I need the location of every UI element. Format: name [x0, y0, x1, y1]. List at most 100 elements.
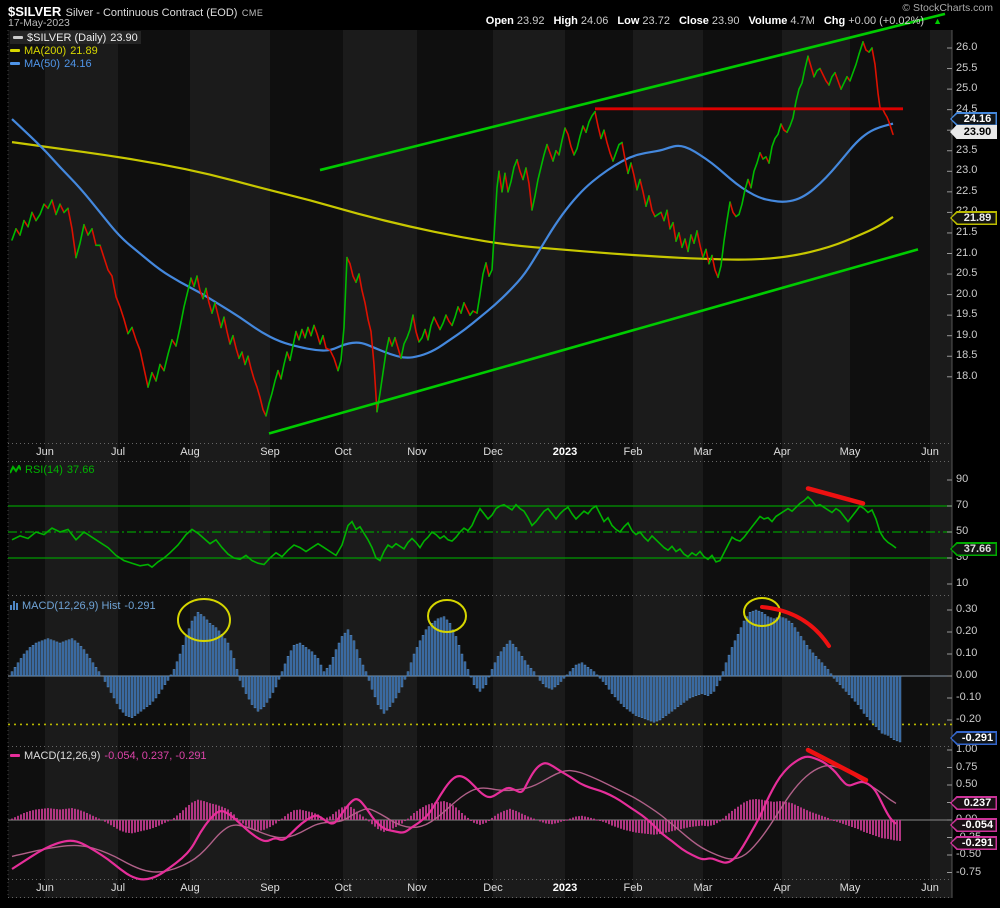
quote-bar: Open 23.92 High 24.06 Low 23.72 Close 23.90 …	[486, 15, 942, 27]
macd-panel-bar	[206, 802, 208, 820]
macd-panel-bar	[728, 813, 730, 820]
month-axis-label: 2023	[552, 446, 578, 458]
macd-panel-bar	[701, 820, 703, 826]
macd-hist-bar	[844, 675, 848, 692]
macd-panel-bar	[554, 820, 556, 824]
macd-hist-bar	[661, 675, 665, 718]
macd-hist-bar	[466, 669, 470, 677]
macd-hist-bar	[892, 675, 896, 740]
macd-panel-bar	[458, 810, 460, 820]
macd-hist-bar	[568, 671, 572, 677]
macd-panel-bar	[362, 816, 364, 820]
macd-red-trendline	[805, 747, 869, 783]
macd-panel-bar	[134, 820, 136, 833]
macd-panel-bar	[647, 820, 649, 834]
macd-hist-bar	[796, 631, 800, 677]
macd-panel-bar	[773, 801, 775, 820]
macd-hist-bar	[10, 671, 14, 677]
price-axis-label: 23.5	[956, 143, 978, 156]
macd-hist-bar	[487, 675, 491, 678]
macd-hist-bar	[148, 675, 152, 705]
axis-value-badge: 37.66	[950, 542, 997, 556]
macd-hist-bar	[421, 635, 425, 677]
macd-panel-bar	[530, 817, 532, 820]
macd-hist-bar	[868, 675, 872, 721]
macd-hist-bar	[841, 675, 845, 689]
macd-hist-bar	[889, 675, 893, 738]
macd-hist-bar	[64, 640, 68, 677]
macd-hist-bar	[667, 675, 671, 714]
macd-panel-bar	[584, 816, 586, 820]
macd-panel-bar	[635, 820, 637, 833]
macd-hist-bar	[598, 675, 602, 679]
macd-hist-bar	[703, 675, 707, 695]
macd-panel-bar	[611, 820, 613, 826]
macd-panel-bar	[188, 804, 190, 820]
month-band	[850, 30, 930, 898]
macd-panel-bar	[887, 820, 889, 839]
macd-panel-bar	[125, 820, 127, 833]
macd-hist-bar	[538, 675, 542, 681]
macd-panel-bar	[710, 820, 712, 826]
macd-hist-bar	[424, 629, 428, 677]
macd-panel-bar	[812, 812, 814, 820]
macd-hist-bar	[406, 671, 410, 677]
macd-hist-bar	[430, 623, 434, 677]
macd-hist-bar	[814, 656, 818, 677]
macd-panel-bar	[860, 820, 862, 831]
macd-panel-bar	[41, 808, 43, 820]
macd-panel-bar	[770, 801, 772, 820]
macd-hist-bar	[619, 675, 623, 704]
macd-panel-bar	[662, 820, 664, 834]
macd-panel-bar	[209, 803, 211, 820]
macd-panel-bar	[758, 799, 760, 820]
macd-hist-bar	[136, 675, 140, 714]
macd-hist-bar	[442, 616, 446, 677]
price-axis-label: 25.0	[956, 82, 978, 95]
macd-hist-bar	[262, 675, 266, 707]
macd-hist-bar	[595, 674, 599, 677]
macd-panel-bar	[197, 799, 199, 820]
macd-panel-bar	[401, 820, 403, 824]
macd-hist-bar	[634, 675, 638, 716]
macd-hist-bar	[361, 664, 365, 677]
macd-hist-bar	[772, 618, 776, 677]
macd-panel-bar	[56, 809, 58, 820]
macd-hist-bar	[175, 661, 179, 677]
macd-panel-bar	[797, 806, 799, 820]
macd-panel-bar	[506, 809, 508, 820]
macd-panel-bar	[476, 820, 478, 824]
price-axis-label: 19.0	[956, 328, 978, 341]
macd-panel-bar	[212, 803, 214, 820]
macd-panel-bar	[155, 820, 157, 827]
ma50-legend-value: 24.16	[64, 57, 92, 70]
macd-hist-bar	[337, 642, 341, 677]
macd-hist-bar	[325, 668, 329, 677]
macd-panel-bar	[80, 810, 82, 820]
macd-hist-bar	[676, 675, 680, 707]
macd-hist-bar	[70, 638, 74, 677]
macd-panel-bar	[689, 820, 691, 827]
macd-panel-bar	[749, 799, 751, 820]
macd-hist-bar	[769, 617, 773, 677]
macd-hist-bar	[178, 653, 182, 677]
macd-hist-bar	[454, 636, 458, 677]
macd-hist-bar	[73, 640, 77, 677]
macd-hist-bar	[190, 620, 194, 677]
macd-panel-bar	[680, 820, 682, 830]
macd-hist-bar	[445, 619, 449, 677]
macd-hist-bar	[856, 675, 860, 705]
macd-hist-bar	[799, 636, 803, 677]
macd-panel-bar	[734, 808, 736, 820]
macd-panel-bar	[629, 820, 631, 832]
axis-value-badge-text: 37.66	[963, 542, 992, 555]
macd-hist-bar	[121, 675, 125, 713]
ma50-legend-row: MA(50) 24.16	[10, 57, 141, 70]
macd-panel-bar	[587, 817, 589, 820]
macd-panel-bar	[776, 801, 778, 820]
macd-panel-bar	[725, 815, 727, 820]
macd-hist-bar	[244, 675, 248, 694]
macd-panel-bar	[251, 820, 253, 830]
macd-hist-bar	[211, 625, 215, 677]
macd-hist-bar	[577, 663, 581, 677]
